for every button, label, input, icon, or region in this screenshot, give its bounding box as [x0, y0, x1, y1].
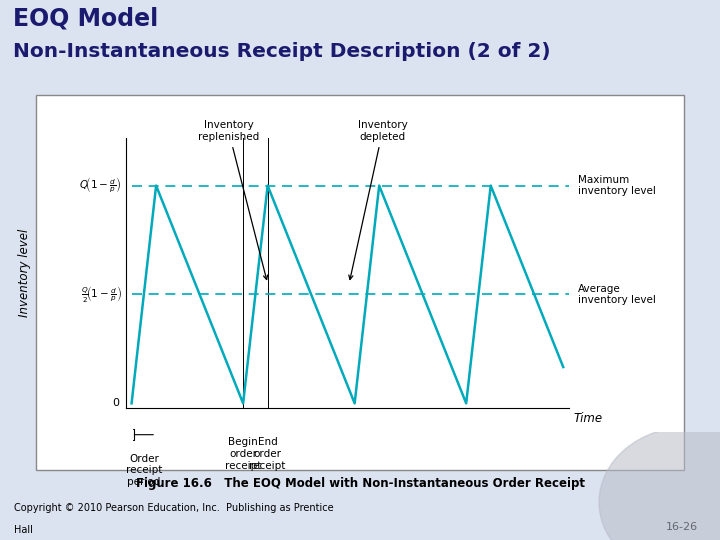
Text: 0: 0 — [112, 399, 120, 408]
Text: Inventory
replenished: Inventory replenished — [198, 120, 268, 280]
Text: EOQ Model: EOQ Model — [13, 6, 158, 31]
Text: Copyright © 2010 Pearson Education, Inc.  Publishing as Prentice: Copyright © 2010 Pearson Education, Inc.… — [14, 503, 334, 514]
Text: Inventory level: Inventory level — [18, 228, 31, 317]
Text: $\frac{Q}{2}\!\left(1-\frac{d}{p}\right)$: $\frac{Q}{2}\!\left(1-\frac{d}{p}\right)… — [81, 285, 122, 305]
Text: Non-Instantaneous Receipt Description (2 of 2): Non-Instantaneous Receipt Description (2… — [13, 42, 551, 61]
Text: $Q\!\left(1-\frac{d}{p}\right)$: $Q\!\left(1-\frac{d}{p}\right)$ — [79, 176, 122, 195]
Text: Begin
order
receipt: Begin order receipt — [225, 437, 261, 470]
FancyBboxPatch shape — [36, 94, 684, 470]
Text: 16-26: 16-26 — [666, 522, 698, 531]
Text: Inventory
depleted: Inventory depleted — [348, 120, 408, 280]
Text: End
order
receipt: End order receipt — [249, 437, 286, 470]
Text: Maximum
inventory level: Maximum inventory level — [577, 175, 655, 197]
Text: Order
receipt
period: Order receipt period — [126, 454, 162, 487]
Text: Time: Time — [573, 412, 603, 425]
Text: Figure 16.6   The EOQ Model with Non-Instantaneous Order Receipt: Figure 16.6 The EOQ Model with Non-Insta… — [135, 477, 585, 490]
Text: Hall: Hall — [14, 524, 33, 535]
Text: Average
inventory level: Average inventory level — [577, 284, 655, 305]
Ellipse shape — [599, 427, 720, 540]
